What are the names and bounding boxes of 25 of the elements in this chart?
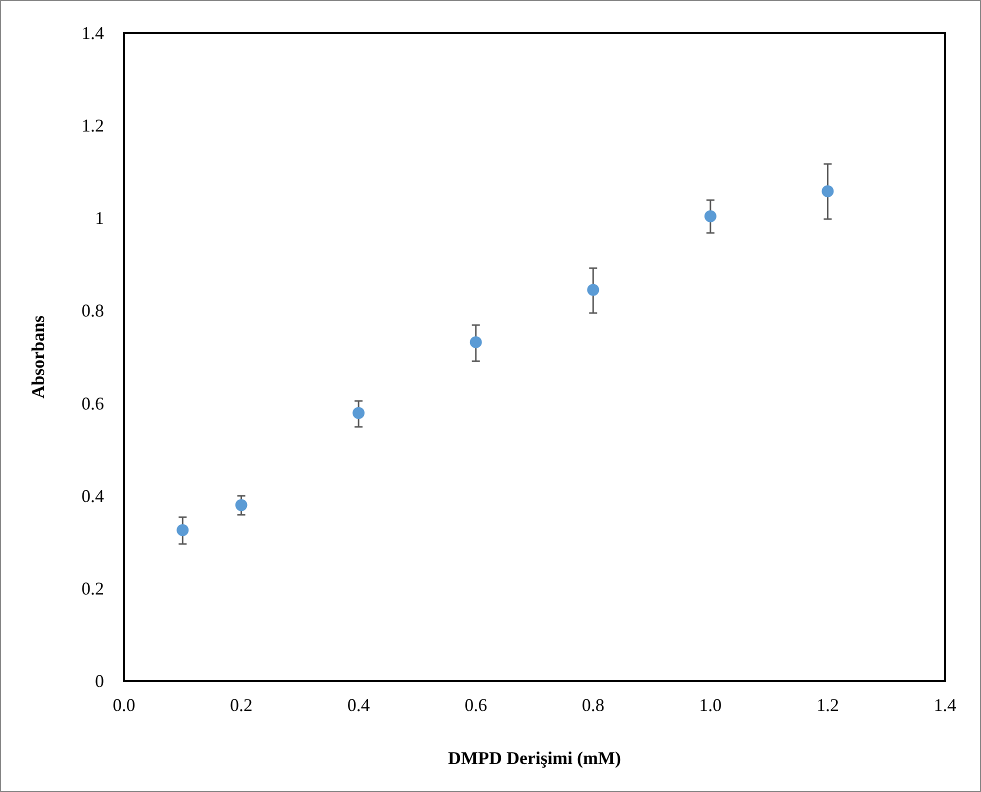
x-tick-label: 0.6 <box>464 695 488 715</box>
point <box>235 499 248 512</box>
x-tick-label: 0.2 <box>230 695 253 715</box>
x-tick-label: 0.4 <box>347 695 370 715</box>
point <box>704 210 716 222</box>
y-tick-label: 0.2 <box>82 578 104 598</box>
x-axis-title: DMPD Derişimi (mM) <box>448 748 621 768</box>
x-tick-label: 0.8 <box>582 695 604 715</box>
y-tick-label: 0.6 <box>82 393 104 414</box>
point <box>822 185 834 198</box>
y-tick-label: 0.8 <box>82 300 104 321</box>
y-tick-label: 1.2 <box>82 116 104 136</box>
point <box>470 336 482 348</box>
point <box>176 524 189 536</box>
y-tick-label: 0 <box>95 671 104 691</box>
x-tick-label: 1.4 <box>934 695 956 715</box>
point <box>587 284 600 296</box>
y-tick-label: 1.4 <box>82 23 104 43</box>
y-tick-label: 0.4 <box>82 486 104 506</box>
x-tick-label: 1.2 <box>816 695 839 715</box>
y-axis-title: Absorbans <box>28 315 48 399</box>
y-tick-label: 1 <box>95 208 104 228</box>
x-tick-label: 0.0 <box>112 695 136 715</box>
point <box>352 407 365 420</box>
x-tick-label: 1.0 <box>699 695 722 715</box>
